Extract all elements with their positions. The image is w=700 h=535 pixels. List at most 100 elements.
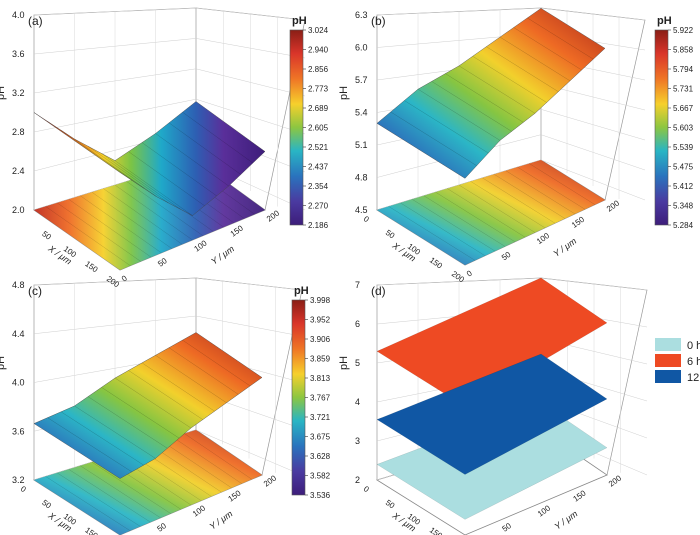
colorbar-tick-label: 3.767: [310, 394, 331, 403]
surface-contour: [128, 370, 203, 420]
y-tick-label: 0: [120, 273, 129, 283]
x-tick-label: 0: [19, 484, 28, 494]
colorbar-title: pH: [657, 15, 672, 27]
contour-line: [103, 188, 183, 245]
colorbar: [289, 29, 304, 226]
y-tick-label: 50: [500, 521, 513, 534]
y-tick-label: 150: [570, 215, 587, 230]
colorbar-title: pH: [294, 285, 309, 297]
contour-line: [505, 170, 576, 215]
z-tick-label: 2.8: [12, 127, 25, 137]
contour-line: [80, 465, 161, 519]
colorbar-tick-label: 5.667: [673, 104, 694, 113]
surface-contour: [168, 122, 241, 175]
surface-contour: [486, 46, 559, 92]
colorbar: [654, 29, 669, 226]
colorbar-tick-label: 3.582: [310, 472, 331, 481]
x-tick-label: 0: [362, 484, 371, 494]
gridline: [33, 98, 306, 135]
contour-line: [435, 191, 516, 242]
contour-line: [91, 191, 172, 249]
colorbar-tick-label: 2.689: [308, 104, 329, 113]
y-tick-label: 100: [535, 231, 552, 246]
z-tick-label: 5.1: [355, 140, 368, 150]
legend-label: 12 h: [687, 372, 700, 384]
surface-contour: [74, 138, 157, 197]
z-tick-label: 2.0: [12, 205, 25, 215]
gridline: [33, 68, 306, 97]
colorbar-tick-label: 5.284: [673, 221, 694, 230]
surface-contour: [87, 146, 169, 204]
legend-swatch: [655, 370, 681, 383]
surfaces: [33, 8, 608, 535]
surface-contour: [390, 111, 477, 166]
colorbar-tick-label: 5.731: [673, 85, 694, 94]
colorbar-tick-label: 2.773: [308, 85, 329, 94]
colorbar-tick-label: 3.952: [310, 316, 331, 325]
contour-line: [184, 433, 252, 480]
y-tick-label: 50: [156, 256, 169, 269]
y-axis-label: Y / μm: [208, 508, 235, 531]
x-tick-label: 0: [362, 214, 371, 224]
surface-contour: [114, 160, 193, 216]
surface-contour: [128, 151, 205, 206]
contour-line: [494, 174, 566, 219]
x-tick-label: 150: [428, 526, 445, 535]
contour-line: [529, 163, 596, 205]
z-tick-label: 3.6: [12, 426, 25, 436]
surface-contour: [472, 56, 547, 103]
surface-contour: [182, 112, 254, 164]
colorbar-title: pH: [292, 15, 307, 27]
colorbar-tick-label: 3.998: [310, 296, 331, 305]
colorbar-tick-label: 2.270: [308, 202, 329, 211]
colorbar-tick-label: 5.794: [673, 65, 694, 74]
surface-contour: [182, 339, 251, 387]
y-tick-label: 150: [229, 223, 246, 238]
colorbar-tick-label: 2.521: [308, 143, 329, 152]
legend-label: 6 h: [687, 356, 700, 368]
contour-line: [91, 461, 171, 514]
surface-contour: [87, 396, 168, 449]
colorbar-tick-label: 2.437: [308, 163, 329, 172]
x-tick-label: 50: [40, 229, 53, 242]
z-tick-label: 4: [355, 397, 360, 407]
colorbar-tick-label: 2.940: [308, 46, 329, 55]
surface-contour: [60, 130, 145, 189]
z-axis-label: pH: [0, 86, 7, 100]
contour-line: [80, 195, 162, 254]
contour-line: [458, 184, 536, 233]
z-tick-label: 3: [355, 436, 360, 446]
colorbar-tick-label: 2.856: [308, 65, 329, 74]
z-tick-label: 4.0: [12, 378, 25, 388]
gridline: [376, 277, 648, 291]
gridline: [33, 277, 303, 291]
surface-contour: [101, 387, 180, 439]
contour-line: [447, 188, 526, 238]
z-tick-label: 5: [355, 358, 360, 368]
x-tick-label: 150: [428, 256, 445, 271]
ph-surface: [376, 8, 606, 179]
contour-line: [388, 206, 476, 261]
surface-contour: [499, 36, 571, 82]
panel-label: (c): [28, 284, 42, 298]
contour-line: [161, 440, 232, 489]
ph-surface: [33, 101, 266, 216]
surface-12-h: [376, 353, 608, 475]
surface-contour: [155, 133, 229, 187]
x-tick-label: 50: [40, 498, 53, 511]
contour-line: [482, 177, 556, 224]
surface-contour: [417, 88, 501, 141]
z-axis-label: pH: [338, 356, 350, 370]
gridline: [376, 7, 646, 21]
gridline: [33, 315, 303, 337]
surface-contour: [527, 17, 594, 60]
colorbar-tick-label: 5.475: [673, 163, 694, 172]
colorbar-tick-label: 2.605: [308, 124, 329, 133]
surface-contour: [404, 100, 489, 154]
z-tick-label: 6.0: [355, 43, 368, 53]
floor-contour-map: [34, 430, 262, 535]
z-tick-label: 2.4: [12, 166, 25, 176]
colorbar: [291, 299, 306, 496]
surface-contour: [141, 142, 217, 197]
